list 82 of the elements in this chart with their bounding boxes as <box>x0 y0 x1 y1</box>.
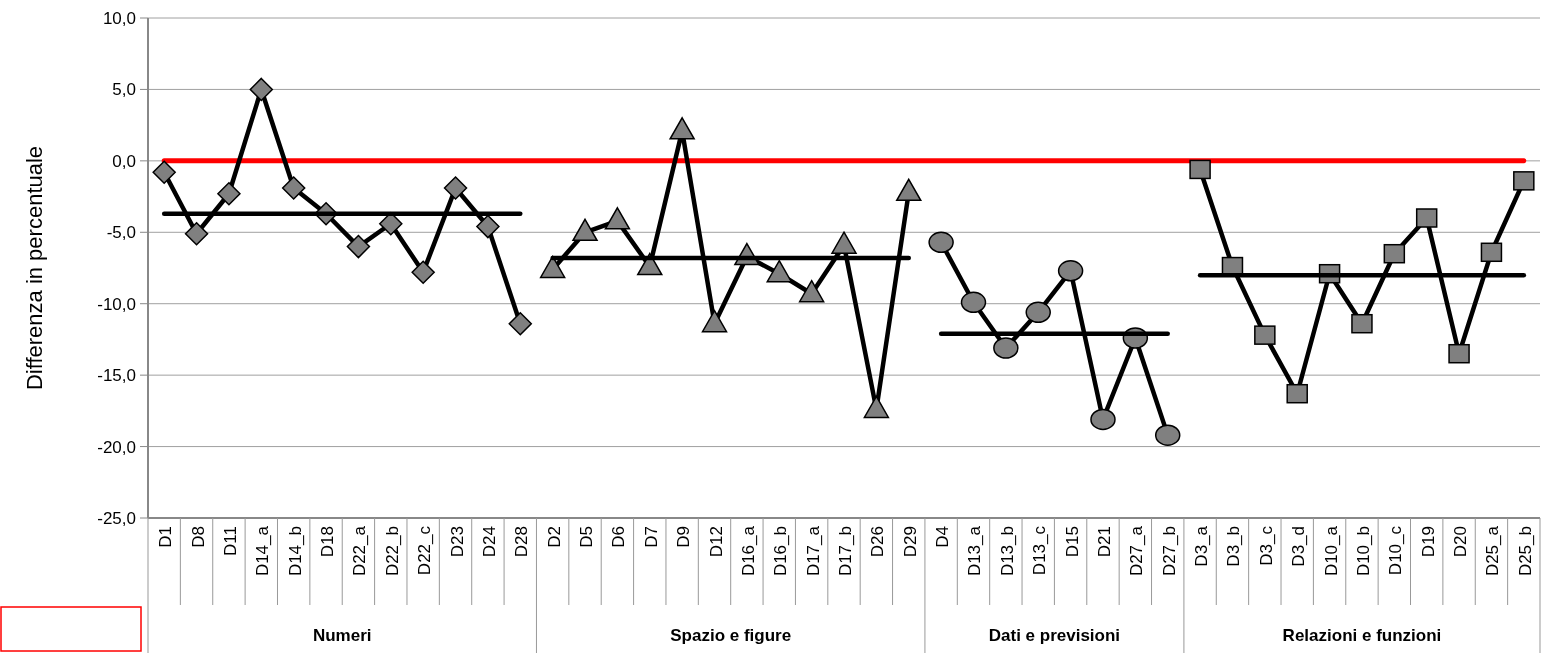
point <box>1448 343 1470 364</box>
x-tick-label: D17_a <box>803 525 823 577</box>
point <box>217 181 241 206</box>
x-tick-label: D27_a <box>1127 525 1147 577</box>
point <box>184 221 209 246</box>
x-tick-label: D22_c <box>415 525 435 576</box>
point <box>443 176 468 200</box>
x-tick-label: D17_b <box>836 526 855 577</box>
point <box>1154 424 1181 446</box>
x-tick-label: D13_c <box>1030 525 1050 576</box>
x-tick-label: D10_a <box>1321 525 1341 577</box>
point <box>928 231 954 254</box>
x-tick-label: D14_b <box>285 526 305 577</box>
y-tick-label: -5,0 <box>106 223 136 243</box>
point <box>281 176 306 200</box>
x-tick-label: D9 <box>674 526 694 548</box>
point <box>476 214 500 239</box>
point <box>1090 408 1116 431</box>
x-tick-label: D26 <box>868 526 888 558</box>
point <box>1189 159 1211 180</box>
x-tick-label: D15 <box>1062 526 1082 558</box>
x-tick-label: D16_b <box>771 526 791 577</box>
y-axis-title: Differenza in percentuale <box>22 145 47 391</box>
x-tick-label: D22_b <box>382 526 402 577</box>
y-tick-label: 10,0 <box>102 8 136 28</box>
x-tick-label: D28 <box>512 526 532 558</box>
x-tick-label: D25_b <box>1515 526 1535 577</box>
point <box>508 311 533 336</box>
point <box>1415 208 1438 228</box>
y-tick-label: -15,0 <box>97 366 136 386</box>
text: Spazio e figure <box>670 626 792 645</box>
x-tick-label: D4 <box>933 526 953 548</box>
x-tick-label: D7 <box>641 526 661 548</box>
x-tick-label: D24 <box>479 526 499 558</box>
point <box>152 160 176 185</box>
x-tick-label: D8 <box>188 526 208 548</box>
x-tick-label: D23 <box>447 526 467 558</box>
point <box>993 337 1019 359</box>
point <box>346 234 371 259</box>
x-tick-label: D22_a <box>350 525 370 577</box>
x-tick-label: D10_b <box>1353 526 1373 577</box>
text: Relazioni e funzioni <box>1282 626 1442 645</box>
x-tick-label: D29 <box>900 526 920 558</box>
x-tick-label: D12 <box>706 526 726 558</box>
x-tick-label: D20 <box>1451 526 1471 558</box>
point <box>411 260 435 285</box>
x-tick-label: D16_a <box>738 525 758 577</box>
x-tick-label: D27_b <box>1159 526 1179 577</box>
y-tick-label: -20,0 <box>97 437 136 457</box>
point <box>1513 171 1535 191</box>
point <box>1351 313 1373 334</box>
x-tick-label: D21 <box>1094 526 1114 558</box>
x-tick-label: D13_a <box>965 525 985 577</box>
point <box>1480 242 1503 263</box>
x-tick-label: D18 <box>318 526 338 558</box>
x-tick-label: D3_b <box>1224 526 1244 567</box>
x-tick-label: D3_a <box>1192 525 1212 567</box>
text: Numeri <box>312 626 372 645</box>
point <box>1286 383 1308 404</box>
point <box>1025 301 1051 324</box>
point <box>1383 243 1406 264</box>
point <box>1254 325 1276 345</box>
x-tick-label: D19 <box>1418 526 1438 558</box>
y-tick-label: -10,0 <box>97 294 136 314</box>
y-tick-label: -25,0 <box>97 508 136 528</box>
x-tick-label: D10_c <box>1386 525 1406 576</box>
x-tick-label: D3_d <box>1289 526 1309 567</box>
y-tick-label: 5,0 <box>112 80 136 100</box>
x-tick-label: D6 <box>609 526 629 548</box>
x-tick-label: D11 <box>220 526 240 556</box>
point <box>249 77 274 102</box>
x-tick-label: D5 <box>577 526 597 548</box>
x-tick-label: D14_a <box>253 525 273 577</box>
x-tick-label: D1 <box>156 526 176 548</box>
x-tick-label: D2 <box>544 526 564 548</box>
y-tick-label: 0,0 <box>112 151 136 171</box>
point <box>960 291 987 314</box>
x-tick-label: D13_b <box>997 526 1017 577</box>
x-tick-label: D3_c <box>1256 525 1276 566</box>
x-tick-label: D25_a <box>1483 525 1503 577</box>
text: Dati e previsioni <box>988 626 1121 645</box>
point <box>1057 260 1084 282</box>
